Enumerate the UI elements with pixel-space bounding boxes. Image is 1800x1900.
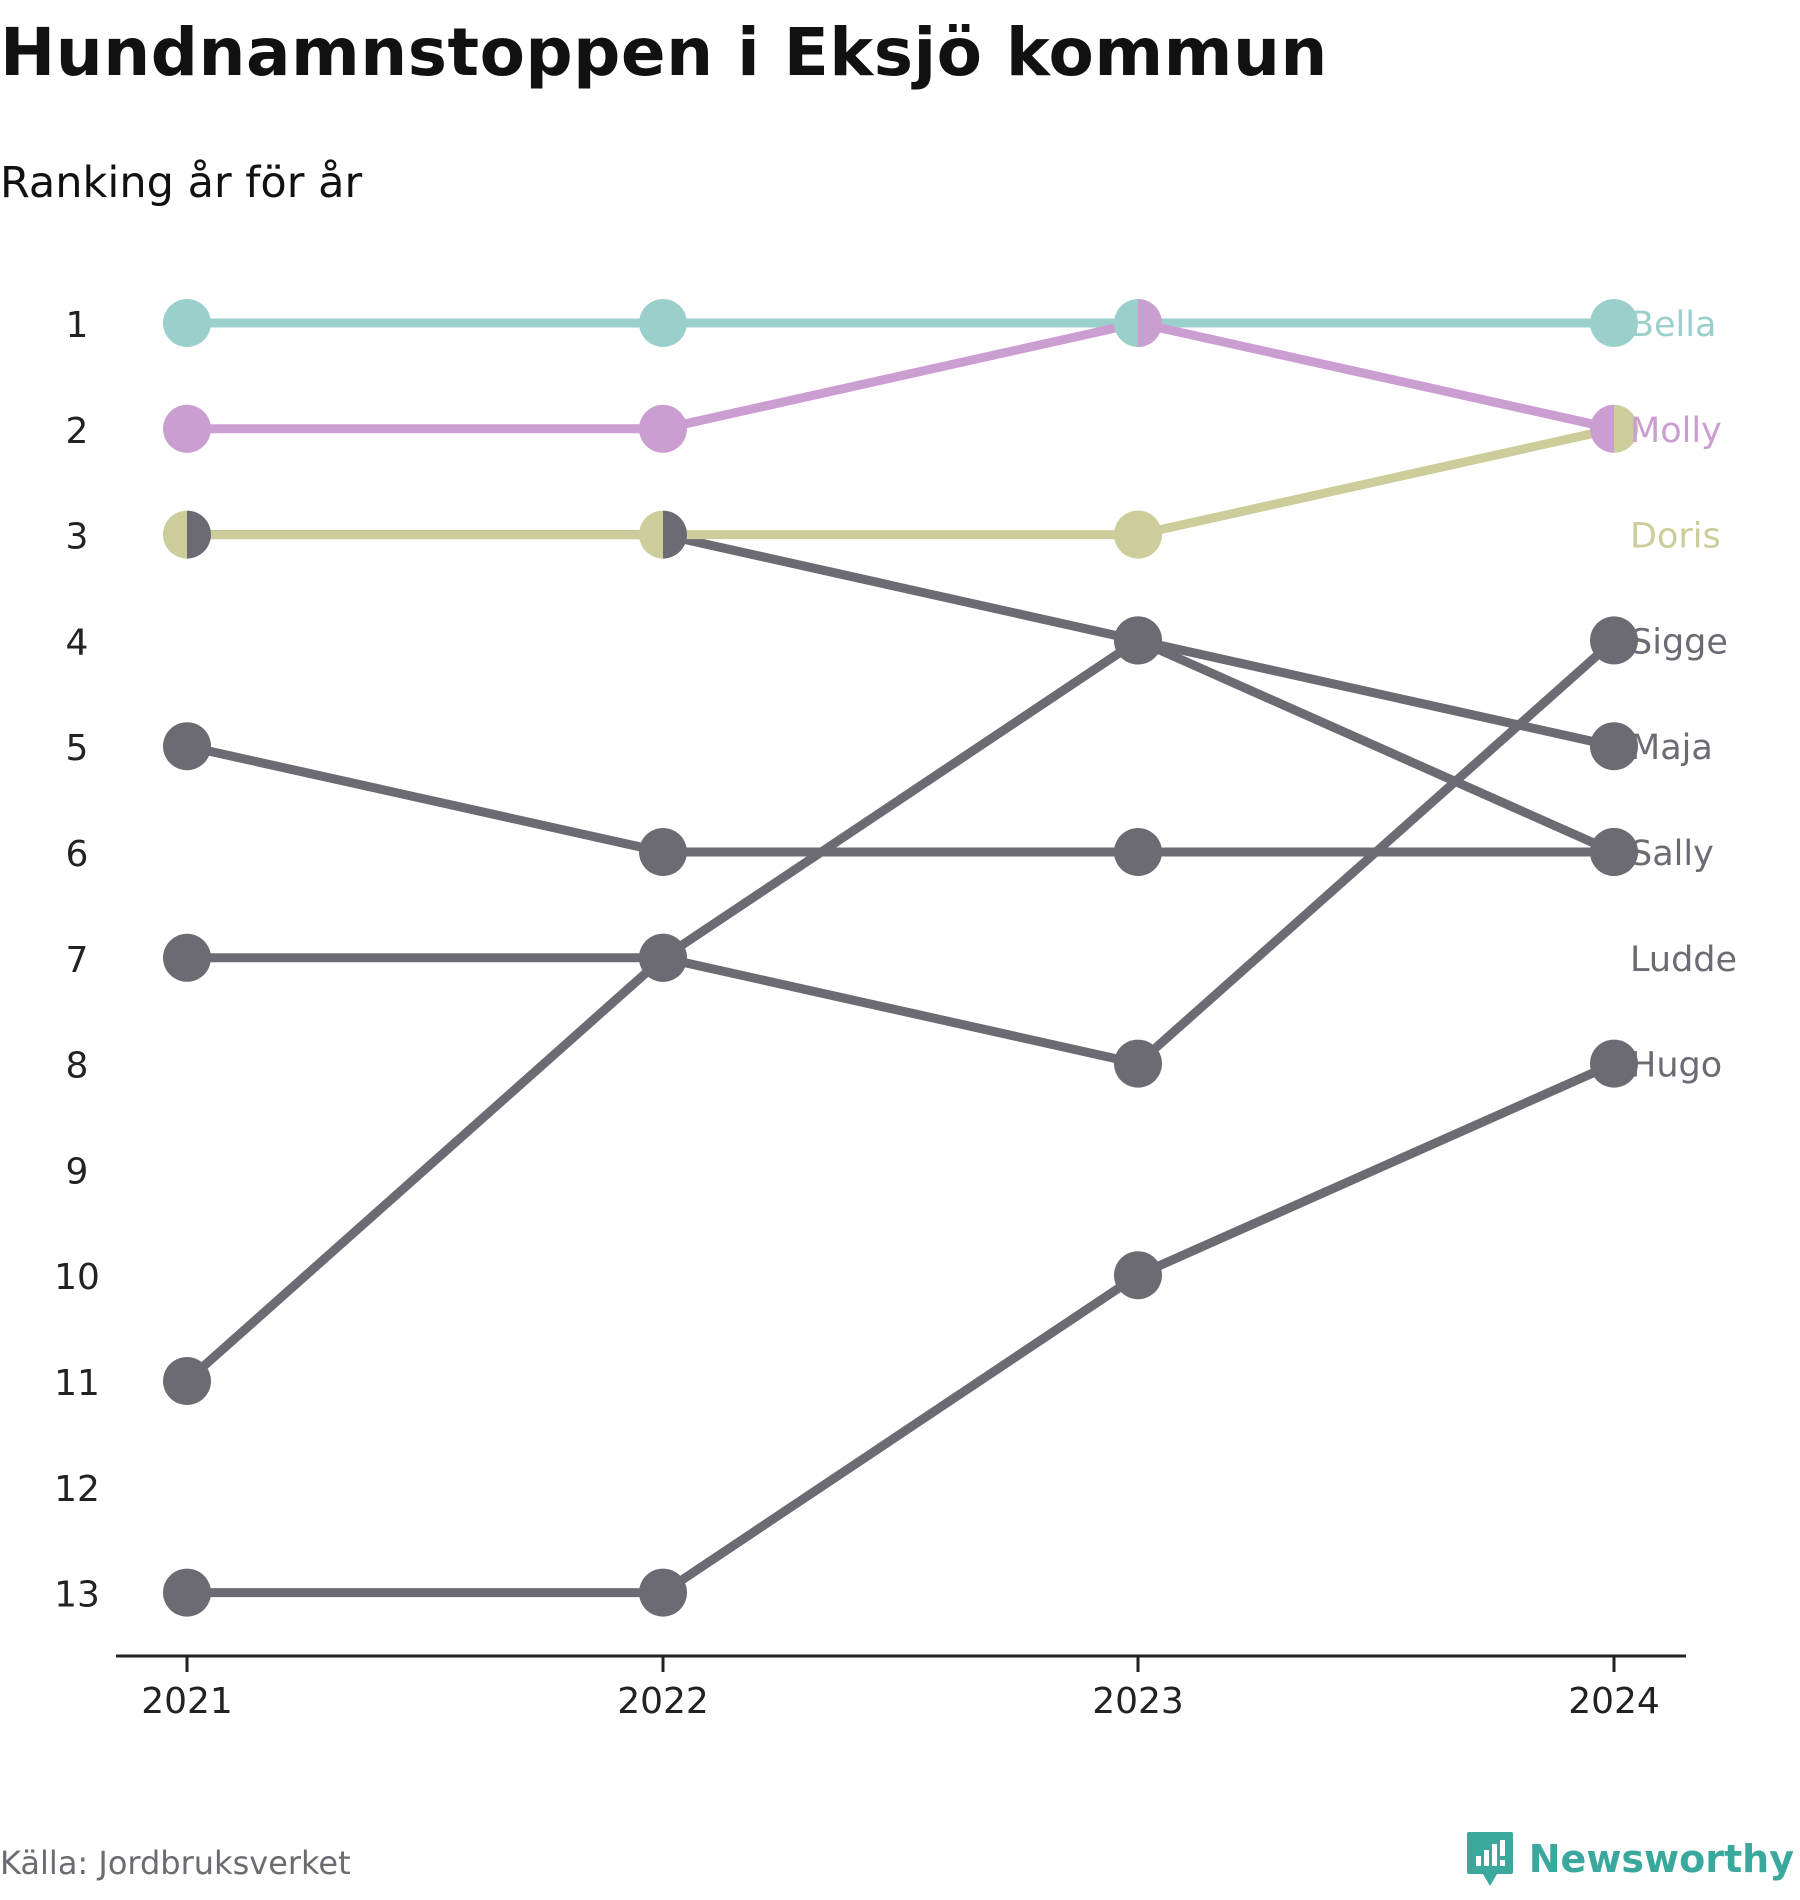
series-line-hugo xyxy=(182,1059,1619,1598)
y-tick-label-3: 3 xyxy=(66,517,89,558)
marker-sally-2024 xyxy=(1590,828,1638,876)
x-tick-label-2022: 2022 xyxy=(617,1681,709,1722)
marker-sally-2023 xyxy=(1114,828,1162,876)
brand-logo: Newsworthy xyxy=(1465,1830,1794,1888)
marker-sally-2022 xyxy=(639,828,687,876)
y-tick-label-7: 7 xyxy=(66,940,89,981)
series-line-molly xyxy=(182,318,1619,434)
brand-name: Newsworthy xyxy=(1528,1837,1794,1881)
chart-title: Hundnamnstoppen i Eksjö kommun xyxy=(0,14,1328,91)
marker-sally-2021 xyxy=(163,722,211,771)
marker-molly-2023 xyxy=(1138,299,1162,347)
source-note: Källa: Jordbruksverket xyxy=(0,1844,351,1882)
y-tick-label-9: 9 xyxy=(66,1151,89,1192)
series-label-doris: Doris xyxy=(1630,517,1721,557)
y-tick-label-10: 10 xyxy=(54,1257,100,1298)
y-tick-label-12: 12 xyxy=(54,1469,100,1510)
chart-subtitle: Ranking år för år xyxy=(0,158,363,208)
marker-molly-2024 xyxy=(1590,404,1614,453)
series-label-sally: Sally xyxy=(1630,834,1714,874)
marker-bella-2022 xyxy=(639,299,687,347)
series-label-molly: Molly xyxy=(1630,411,1722,451)
marker-bella-2023 xyxy=(1114,299,1138,347)
marker-doris-2022 xyxy=(639,510,663,559)
marker-ludde-2022 xyxy=(639,933,687,982)
x-tick-label-2024: 2024 xyxy=(1568,1681,1660,1722)
marker-doris-2024 xyxy=(1614,404,1638,453)
marker-ludde-2024 xyxy=(1590,616,1638,665)
marker-maja-2023 xyxy=(1114,616,1162,665)
marker-molly-2021 xyxy=(163,404,211,453)
series-label-bella: Bella xyxy=(1630,305,1716,345)
series-label-ludde: Ludde xyxy=(1630,940,1737,980)
newsworthy-chart-bubble-icon xyxy=(1466,1832,1513,1886)
marker-maja-2021 xyxy=(187,510,211,559)
marker-doris-2023 xyxy=(1114,510,1162,559)
marker-hugo-2022 xyxy=(639,1568,687,1617)
y-tick-label-11: 11 xyxy=(54,1363,100,1404)
marker-bella-2021 xyxy=(163,299,211,347)
marker-maja-2022 xyxy=(663,510,687,559)
marker-bella-2024 xyxy=(1590,299,1638,347)
series-line-doris xyxy=(182,424,1619,540)
y-tick-label-8: 8 xyxy=(66,1046,89,1087)
marker-doris-2021 xyxy=(163,510,187,559)
y-tick-label-1: 1 xyxy=(66,305,89,346)
x-tick-label-2021: 2021 xyxy=(141,1681,233,1722)
marker-ludde-2021 xyxy=(163,933,211,982)
series-label-maja: Maja xyxy=(1630,728,1713,768)
y-tick-label-5: 5 xyxy=(66,728,89,769)
marker-ludde-2023 xyxy=(1114,1039,1162,1088)
marker-hugo-2021 xyxy=(163,1568,211,1617)
series-line-sigge xyxy=(182,635,1619,1386)
y-tick-label-2: 2 xyxy=(66,411,89,452)
series-label-sigge: Sigge xyxy=(1630,622,1728,662)
y-tick-label-13: 13 xyxy=(54,1575,100,1616)
marker-molly-2022 xyxy=(639,404,687,453)
x-tick-label-2023: 2023 xyxy=(1092,1681,1184,1722)
marker-hugo-2024 xyxy=(1590,1039,1638,1088)
marker-maja-2024 xyxy=(1590,722,1638,771)
marker-hugo-2023 xyxy=(1114,1251,1162,1300)
series-label-hugo: Hugo xyxy=(1630,1046,1722,1086)
y-tick-label-6: 6 xyxy=(66,834,89,875)
series-line-ludde xyxy=(182,635,1619,1069)
y-tick-label-4: 4 xyxy=(66,622,89,663)
series-line-maja xyxy=(182,530,1619,751)
marker-sigge-2021 xyxy=(163,1357,211,1405)
